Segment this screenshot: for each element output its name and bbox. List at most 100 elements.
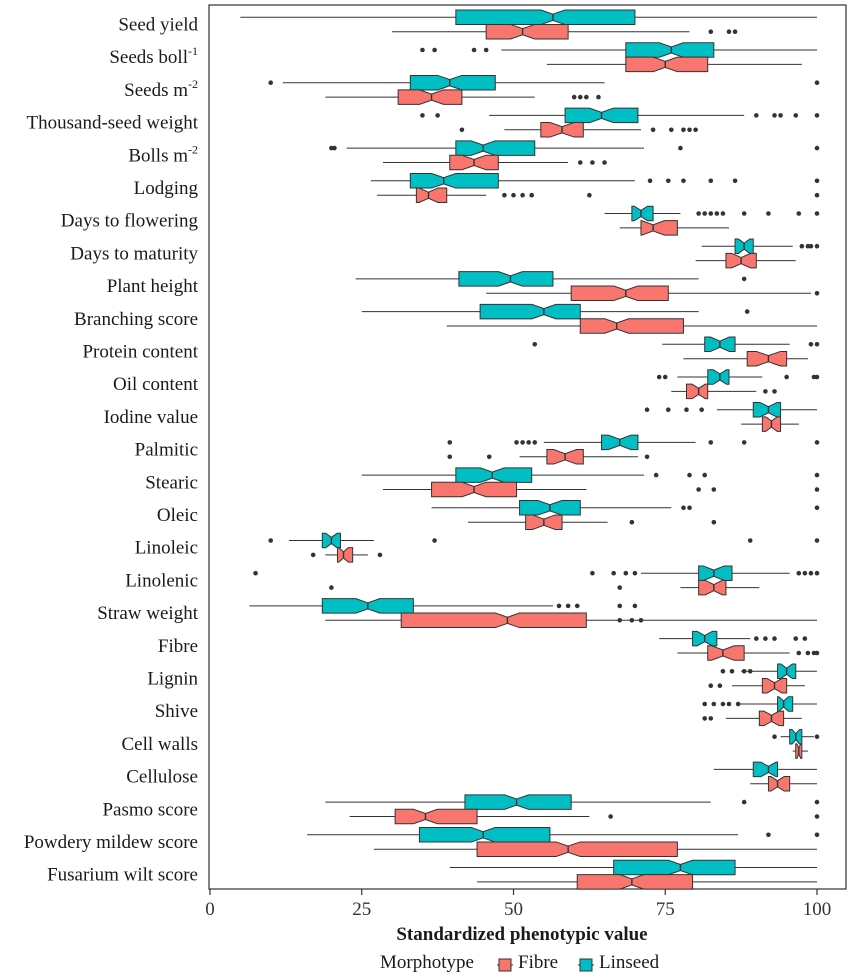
category-4: [329, 140, 820, 171]
fibre-box: [476, 841, 678, 857]
category-label: Seeds m-2: [124, 77, 198, 101]
category-3: [420, 107, 820, 138]
fibre-outlier: [644, 454, 650, 460]
fibre-box: [698, 579, 727, 596]
fibre-box: [485, 23, 569, 40]
linseed-outlier: [702, 472, 708, 478]
linseed-outlier: [741, 211, 747, 216]
linseed-box: [458, 271, 554, 287]
linseed-outlier: [772, 636, 777, 641]
linseed-outlier: [432, 538, 437, 543]
fibre-outlier: [732, 29, 738, 34]
linseed-outlier: [520, 440, 525, 445]
category-label: Stearic: [145, 472, 198, 493]
linseed-outlier: [268, 538, 274, 543]
fibre-outlier: [590, 160, 595, 165]
linseed-outlier: [708, 440, 714, 445]
linseed-outlier: [714, 211, 720, 216]
category-label: Palmitic: [135, 440, 198, 461]
x-tick-label: 25: [352, 899, 371, 920]
fibre-outlier: [708, 683, 714, 688]
category-18: [249, 598, 817, 629]
category-label: Seed yield: [118, 15, 198, 36]
fibre-outlier: [681, 127, 686, 133]
linseed-outlier: [483, 47, 489, 53]
linseed-outlier: [420, 113, 425, 118]
fibre-outlier: [696, 487, 701, 492]
linseed-outlier: [741, 669, 747, 674]
linseed-outlier: [532, 342, 538, 347]
linseed-outlier: [814, 538, 820, 543]
x-axis-ticks: [209, 889, 818, 895]
category-9: [361, 303, 817, 334]
linseed-outlier: [632, 570, 638, 576]
linseed-box: [418, 827, 551, 843]
linseed-outlier: [772, 734, 777, 739]
linseed-outlier: [662, 374, 668, 380]
linseed-outlier: [702, 211, 708, 216]
category-15: [431, 500, 820, 530]
linseed-outlier: [514, 440, 519, 445]
linseed-outlier: [574, 603, 580, 609]
fibre-outlier: [814, 487, 820, 492]
x-tick-labels: 0 25 50 75 100: [205, 899, 831, 920]
fibre-outlier: [577, 160, 583, 165]
linseed-outlier: [702, 701, 708, 707]
linseed-outlier: [687, 472, 692, 478]
category-11: [656, 369, 820, 400]
legend-title: Morphotype: [380, 952, 474, 973]
linseed-outlier: [772, 113, 777, 118]
linseed-outlier: [814, 145, 820, 151]
linseed-outlier: [678, 145, 683, 151]
x-tick-label: 100: [803, 899, 832, 920]
linseed-outlier: [735, 701, 741, 707]
category-26: [449, 859, 817, 890]
linseed-outlier: [814, 734, 820, 739]
category-12: [644, 401, 817, 432]
linseed-outlier: [726, 701, 732, 707]
fibre-box: [685, 383, 709, 400]
linseed-outlier: [814, 80, 820, 85]
linseed-box: [464, 794, 572, 810]
linseed-box: [409, 173, 499, 189]
linseed-outlier: [647, 178, 653, 184]
category-8: [355, 271, 820, 302]
category-label: Oleic: [157, 505, 198, 526]
category-22: [772, 728, 820, 759]
linseed-outlier: [656, 374, 662, 380]
category-1: [420, 42, 817, 73]
linseed-box: [698, 565, 733, 581]
category-2: [268, 74, 820, 105]
linseed-outlier: [699, 407, 704, 413]
fibre-outlier: [638, 618, 644, 623]
linseed-outlier: [696, 211, 701, 216]
category-19: [659, 630, 820, 661]
linseed-outlier: [332, 145, 337, 151]
fibre-box: [707, 645, 745, 661]
category-label: Iodine value: [104, 407, 198, 428]
fibre-box: [400, 612, 587, 629]
category-label: Days to flowering: [61, 211, 199, 232]
fibre-outlier: [447, 454, 453, 460]
fibre-outlier: [310, 552, 316, 558]
linseed-box: [631, 205, 654, 222]
category-label: Days to maturity: [70, 243, 198, 264]
linseed-outlier: [814, 178, 820, 184]
category-label: Lignin: [147, 669, 198, 690]
category-13: [447, 434, 820, 465]
fibre-outlier: [602, 160, 607, 165]
linseed-outlier: [766, 211, 771, 216]
fibre-outlier: [717, 683, 723, 688]
legend-label-linseed: Linseed: [599, 952, 660, 973]
linseed-outlier: [754, 113, 759, 118]
linseed-outlier: [741, 440, 747, 445]
fibre-outlier: [617, 618, 623, 623]
linseed-outlier: [814, 113, 820, 118]
category-label: Plant height: [107, 276, 199, 297]
linseed-outlier: [814, 570, 820, 576]
category-16: [268, 532, 820, 563]
linseed-outlier: [814, 505, 820, 511]
category-label: Linolenic: [125, 570, 198, 591]
x-tick-label: 0: [205, 899, 215, 920]
fibre-outlier: [577, 94, 583, 100]
